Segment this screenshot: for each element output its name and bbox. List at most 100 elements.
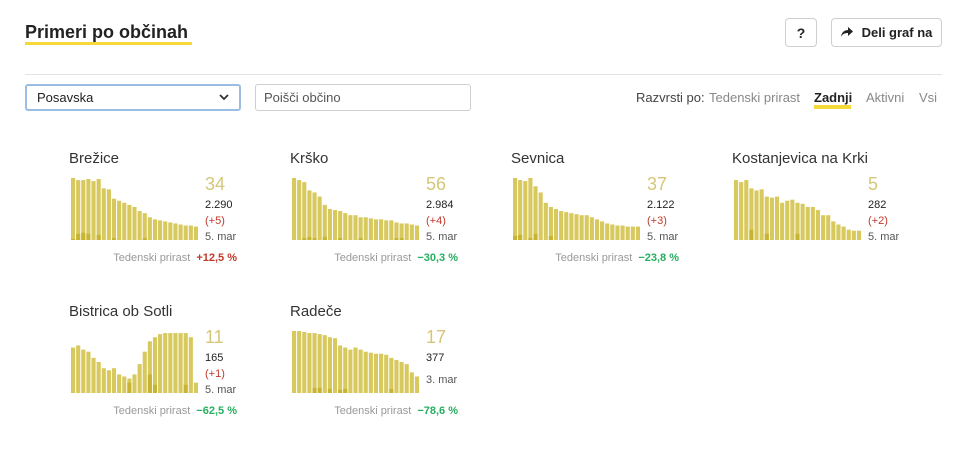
active-cases: 56 xyxy=(426,174,447,194)
chart-bar xyxy=(152,337,158,393)
chart-bar xyxy=(754,190,759,240)
chart-bar xyxy=(163,221,168,240)
chart-bar xyxy=(86,351,91,393)
chart-bar-new xyxy=(147,374,152,393)
chart-bar-new xyxy=(71,238,76,240)
weekly-growth-label: Tedenski prirast xyxy=(334,252,412,264)
chart-bar xyxy=(137,364,142,393)
chart-bar xyxy=(739,182,744,240)
chart-bar-new xyxy=(528,237,533,240)
last-date: 5. mar xyxy=(205,384,237,396)
total-cases: 377 xyxy=(426,352,445,364)
chart-bar-new xyxy=(81,232,86,240)
chart-bar xyxy=(564,212,569,240)
chart-bar xyxy=(86,179,91,240)
municipality-name: Krško xyxy=(290,150,329,167)
chart-bar xyxy=(734,180,739,240)
chart-bar-new xyxy=(183,384,188,393)
weekly-growth-label: Tedenski prirast xyxy=(555,252,633,264)
total-cases: 2.984 xyxy=(426,199,454,211)
chart-bar xyxy=(826,215,831,240)
chart-bar xyxy=(368,218,373,240)
chart-bar xyxy=(348,215,353,240)
chart-bar xyxy=(409,224,414,240)
chart-bar xyxy=(821,215,826,240)
chart-bar xyxy=(168,222,173,240)
help-button[interactable]: ? xyxy=(785,18,817,47)
sort-option-all[interactable]: Vsi xyxy=(919,90,938,105)
weekly-growth: Tedenski prirast −30,3 % xyxy=(290,252,458,264)
chart-bar xyxy=(193,382,198,393)
chart-bar xyxy=(414,225,419,240)
chart-bar xyxy=(625,226,630,240)
chart-bar xyxy=(533,186,538,240)
sort-option-active[interactable]: Aktivni xyxy=(866,90,905,105)
daily-delta: (+4) xyxy=(426,215,446,227)
municipality-card: Krško 56 2.984 (+4) 5. mar Tedenski prir… xyxy=(290,150,490,280)
chart-bar xyxy=(76,180,81,240)
chart-bar xyxy=(394,359,399,393)
chart-bar xyxy=(101,188,106,240)
chart-bar xyxy=(373,353,379,393)
chart-bar xyxy=(348,349,353,393)
municipality-name: Kostanjevica na Krki xyxy=(732,150,868,167)
weekly-growth-value: −62,5 % xyxy=(196,405,237,417)
chart-bar-new xyxy=(548,235,553,240)
municipality-search-input[interactable] xyxy=(255,84,471,111)
chart-bar xyxy=(553,209,559,240)
chart-bar xyxy=(389,357,394,393)
total-cases: 165 xyxy=(205,352,224,364)
chart-bar xyxy=(338,211,343,240)
chart-bar xyxy=(193,226,198,240)
municipality-card: Radeče 17 377 3. mar Tedenski prirast −7… xyxy=(290,303,490,433)
chart-bar xyxy=(851,230,856,240)
chart-bar xyxy=(106,370,111,393)
chart-bar-new xyxy=(795,233,800,240)
chart-bar-new xyxy=(358,237,363,240)
weekly-growth: Tedenski prirast −62,5 % xyxy=(69,405,237,417)
chart-bar xyxy=(414,376,419,393)
share-button[interactable]: Deli graf na xyxy=(831,18,942,47)
last-date: 5. mar xyxy=(205,231,237,243)
chart-bar xyxy=(538,192,543,240)
chart-bar xyxy=(292,178,297,240)
weekly-growth-label: Tedenski prirast xyxy=(113,405,191,417)
chart-bar xyxy=(635,226,640,240)
chart-bar xyxy=(76,345,81,393)
chart-bar xyxy=(404,364,409,393)
municipality-name: Sevnica xyxy=(511,150,565,167)
chart-bar xyxy=(327,337,332,393)
region-select[interactable]: Posavska xyxy=(25,84,241,111)
chart-bar xyxy=(810,206,815,240)
chart-bar xyxy=(513,178,518,240)
municipality-name: Brežice xyxy=(69,150,120,167)
chart-bar xyxy=(142,351,147,393)
weekly-growth xyxy=(732,252,900,264)
sort-option-latest[interactable]: Zadnji xyxy=(814,90,853,105)
chart-bar xyxy=(759,189,764,240)
chart-bar xyxy=(71,347,76,393)
chart-bar xyxy=(856,230,861,240)
chart-bar xyxy=(188,225,193,240)
sort-option-weekly-growth[interactable]: Tedenski prirast xyxy=(709,90,801,105)
chart-bar xyxy=(384,220,389,240)
municipality-card: Brežice 34 2.290 (+5) 5. mar Tedenski pr… xyxy=(69,150,269,280)
sort-label: Razvrsti po: xyxy=(636,90,705,105)
municipality-card: Sevnica 37 2.122 (+3) 5. mar Tedenski pr… xyxy=(511,150,711,280)
weekly-growth-value: +12,5 % xyxy=(196,252,237,264)
last-date: 5. mar xyxy=(647,231,679,243)
total-cases: 2.122 xyxy=(647,199,675,211)
chart-bar xyxy=(785,200,790,240)
chart-bar xyxy=(795,202,800,240)
chart-bar xyxy=(790,199,795,240)
chart-bar xyxy=(117,374,122,393)
chart-bar xyxy=(111,368,117,393)
last-date: 5. mar xyxy=(868,231,900,243)
chart-bar xyxy=(846,229,851,240)
active-cases: 5 xyxy=(868,174,879,194)
chart-bar xyxy=(543,202,548,240)
weekly-growth-value: −23,8 % xyxy=(638,252,679,264)
chart-bar-new xyxy=(152,384,158,393)
region-select-value: Posavska xyxy=(37,90,94,105)
chart-bar xyxy=(774,196,780,240)
